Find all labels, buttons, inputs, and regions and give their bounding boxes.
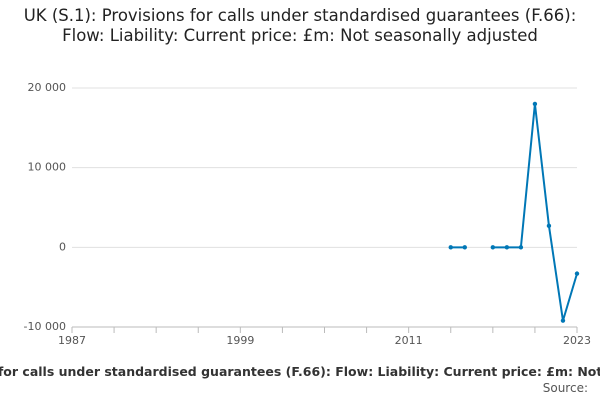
point bbox=[574, 271, 580, 276]
chart-title: UK (S.1): Provisions for calls under sta… bbox=[23, 6, 577, 45]
point bbox=[532, 101, 538, 107]
y-tick-label: 10 000 bbox=[28, 161, 67, 174]
y-tick-label: 0 bbox=[59, 240, 66, 253]
x-tick-label: 1999 bbox=[226, 334, 254, 347]
legend: UK (S.1): Provisions for calls under sta… bbox=[0, 364, 600, 379]
point bbox=[504, 245, 510, 250]
x-tick-label: 2011 bbox=[395, 334, 423, 347]
point bbox=[490, 245, 496, 250]
point bbox=[546, 223, 552, 229]
y-tick-label: -10 000 bbox=[24, 320, 66, 333]
point bbox=[462, 245, 467, 250]
x-tick-label: 1987 bbox=[58, 334, 86, 347]
source: Source: bbox=[542, 381, 588, 395]
legend-label: UK (S.1): Provisions for calls under sta… bbox=[0, 364, 600, 379]
point bbox=[448, 245, 453, 250]
y-tick-label: 20 000 bbox=[28, 81, 67, 94]
point bbox=[560, 318, 566, 323]
x-tick-label: 2023 bbox=[563, 334, 591, 347]
line bbox=[450, 103, 578, 321]
point bbox=[518, 245, 524, 250]
